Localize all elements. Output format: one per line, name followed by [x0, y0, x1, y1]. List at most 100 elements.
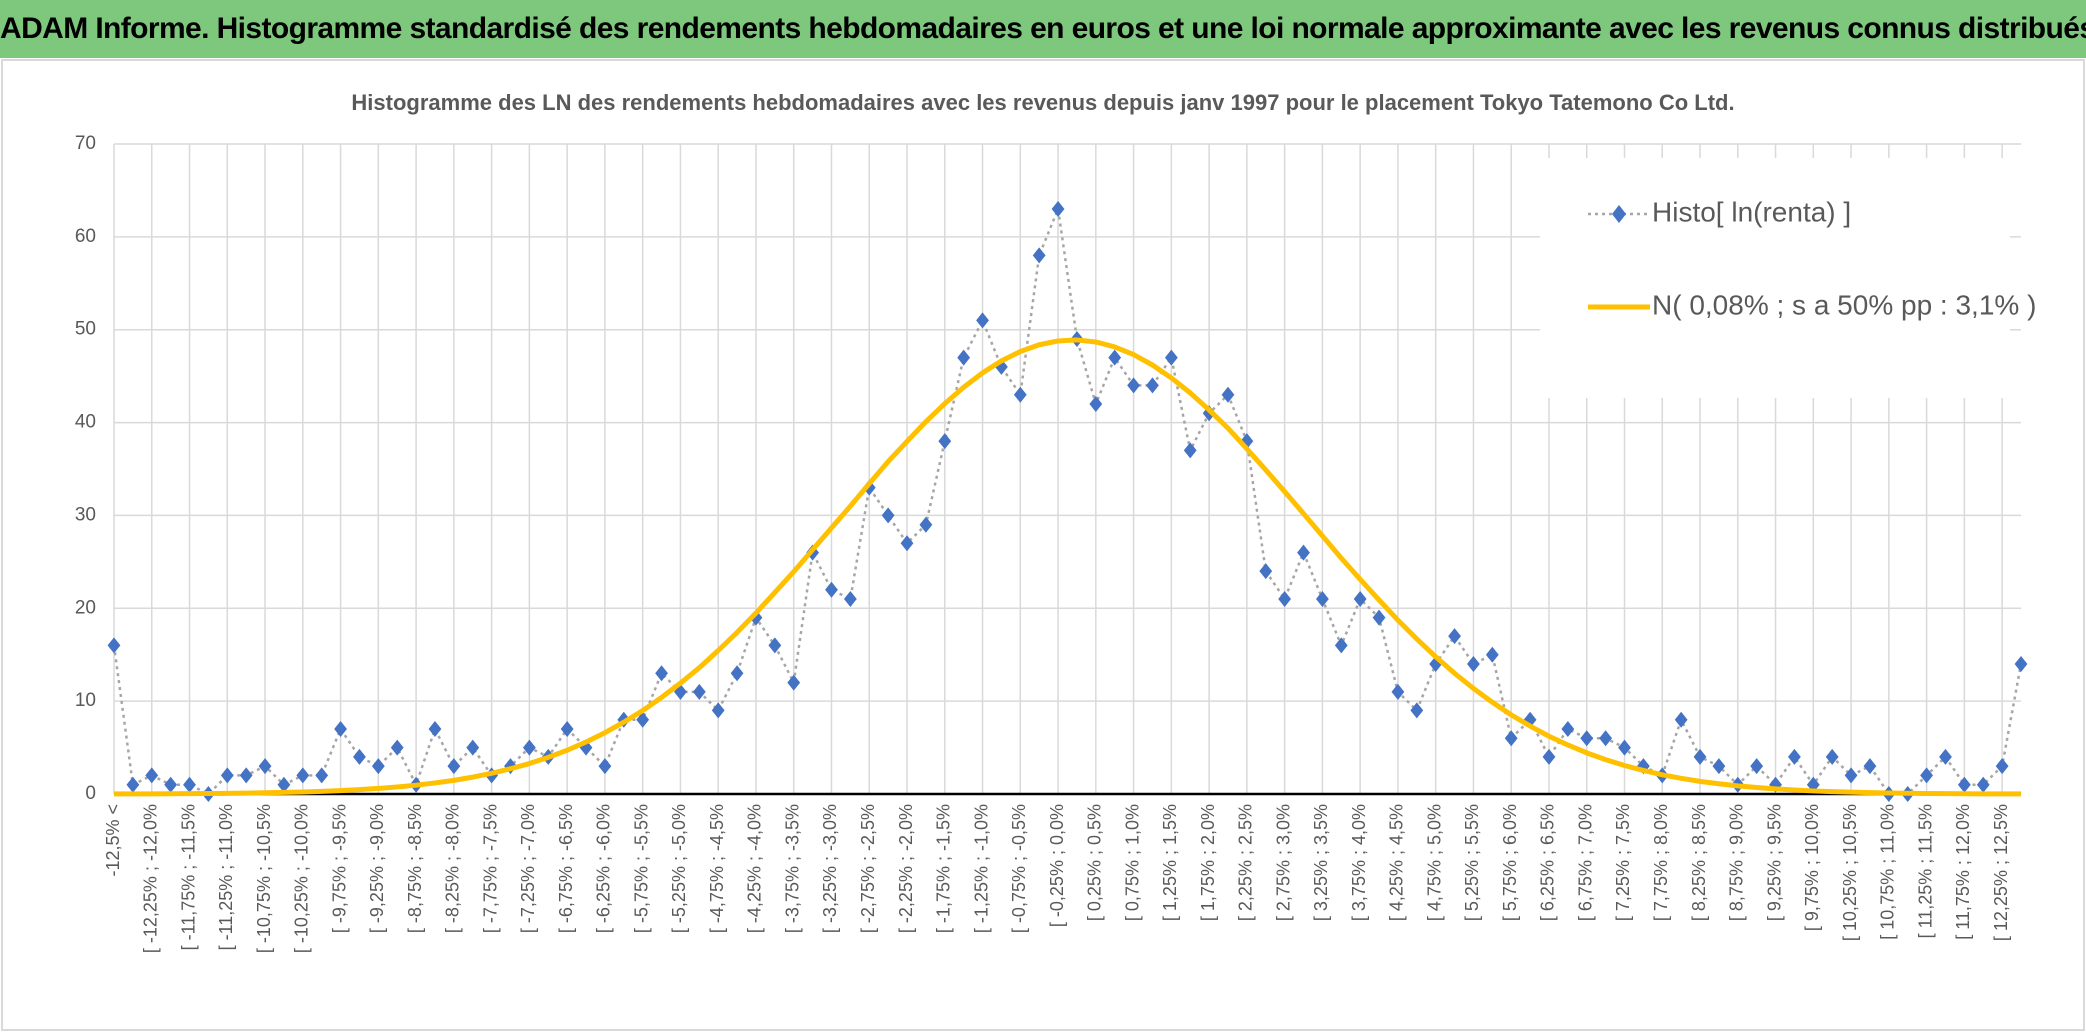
data-marker — [1674, 711, 1688, 728]
legend-label: Histo[ ln(renta) ] — [1652, 196, 1851, 227]
data-marker — [447, 758, 461, 775]
data-marker — [1183, 442, 1197, 459]
x-tick-label: [ 7,25% ; 7,5% — [1613, 804, 1633, 921]
x-tick-label: [ -4,75% ; -4,5% — [707, 804, 727, 933]
data-marker — [768, 637, 782, 654]
data-marker — [1485, 646, 1499, 663]
x-tick-label: [ -3,25% ; -3,0% — [820, 804, 840, 933]
x-tick-label: [ -11,25% ; -11,0% — [216, 804, 236, 950]
data-marker — [1164, 349, 1178, 366]
x-tick-label: [ 0,75% ; 1,0% — [1122, 804, 1142, 921]
x-tick-label: [ 10,25% ; 10,5% — [1840, 804, 1860, 941]
x-tick-label: [ 12,25% ; 12,5% — [1991, 804, 2011, 941]
data-marker — [1750, 758, 1764, 775]
data-marker — [107, 637, 121, 654]
y-tick-label: 0 — [85, 783, 96, 804]
x-tick-label: [ 5,25% ; 5,5% — [1462, 804, 1482, 921]
series-line — [114, 337, 2022, 797]
data-marker — [353, 748, 366, 765]
data-marker — [1315, 591, 1329, 607]
data-marker — [428, 721, 442, 737]
data-marker — [843, 591, 857, 607]
y-tick-label: 30 — [75, 504, 96, 525]
x-tick-label: [ -4,25% ; -4,0% — [745, 804, 765, 933]
data-marker — [692, 683, 706, 700]
header-title: ADAM Informe. Histogramme standardisé de… — [0, 0, 2086, 58]
x-tick-label: [ 5,75% ; 6,0% — [1500, 804, 1520, 921]
x-tick-label: [ -10,75% ; -10,5% — [254, 804, 274, 953]
data-marker — [1297, 544, 1310, 561]
x-tick-label: [ 4,25% ; 4,5% — [1387, 804, 1407, 921]
data-marker — [1542, 748, 1556, 765]
x-tick-label: [ 2,25% ; 2,5% — [1236, 804, 1256, 921]
x-tick-label: [ 8,25% ; 8,5% — [1689, 804, 1709, 921]
x-tick-label: [ 6,25% ; 6,5% — [1538, 804, 1558, 921]
x-tick-label: [ 9,25% ; 9,5% — [1764, 804, 1784, 921]
x-tick-label: [ -0,75% ; -0,5% — [1009, 804, 1029, 933]
data-marker — [1825, 748, 1839, 765]
x-tick-label: [ -9,75% ; -9,5% — [329, 804, 349, 933]
x-tick-label: [ -7,75% ; -7,5% — [480, 804, 500, 933]
data-marker — [1844, 767, 1858, 784]
data-marker — [636, 711, 650, 728]
y-tick-label: 40 — [75, 412, 96, 433]
data-marker — [598, 758, 612, 775]
data-marker — [957, 349, 971, 366]
y-tick-label: 20 — [75, 597, 96, 618]
legend-label: N( 0,08% ; s a 50% pp : 3,1% ) — [1652, 289, 2036, 320]
data-marker — [881, 507, 895, 524]
data-marker — [1599, 730, 1613, 747]
data-marker — [900, 535, 914, 552]
x-tick-label: -12,5% < — [103, 804, 123, 877]
data-marker — [371, 758, 385, 775]
data-marker — [1561, 721, 1575, 737]
y-tick-label: 50 — [75, 319, 96, 340]
data-marker — [919, 516, 933, 533]
data-marker — [296, 767, 310, 784]
data-marker — [277, 776, 291, 793]
data-marker — [1957, 776, 1971, 793]
x-tick-label: [ -1,25% ; -1,0% — [971, 804, 991, 933]
x-tick-label: [ 4,75% ; 5,0% — [1424, 804, 1444, 921]
x-tick-label: [ -5,75% ; -5,5% — [631, 804, 651, 933]
x-tick-label: [ 8,75% ; 9,0% — [1727, 804, 1747, 921]
data-marker — [1259, 563, 1273, 580]
data-marker — [1863, 758, 1877, 775]
y-tick-label: 60 — [75, 226, 96, 247]
x-tick-label: [ -10,25% ; -10,0% — [292, 804, 312, 953]
x-tick-label: [ 3,25% ; 3,5% — [1311, 804, 1331, 921]
x-tick-label: [ -5,25% ; -5,0% — [669, 804, 689, 933]
data-marker — [1939, 748, 1952, 765]
x-tick-label: [ 6,75% ; 7,0% — [1575, 804, 1595, 921]
data-marker — [938, 433, 952, 450]
x-tick-label: [ -9,25% ; -9,0% — [367, 804, 387, 933]
data-marker — [1976, 776, 1990, 793]
data-marker — [1278, 591, 1292, 607]
data-marker — [1127, 377, 1140, 394]
data-marker — [466, 739, 480, 756]
data-marker — [1410, 702, 1424, 719]
x-tick-label: [ -8,25% ; -8,0% — [443, 804, 463, 933]
x-tick-label: [ 10,75% ; 11,0% — [1878, 804, 1898, 940]
legend-box — [1540, 158, 2010, 398]
data-marker — [1580, 730, 1594, 747]
x-tick-label: [ -11,75% ; -11,5% — [178, 804, 198, 950]
y-tick-label: 70 — [75, 133, 96, 154]
data-marker — [1788, 748, 1801, 765]
x-tick-label: [ -7,25% ; -7,0% — [518, 804, 538, 933]
y-tick-label: 10 — [75, 690, 96, 711]
data-marker — [1221, 386, 1235, 403]
legend-marker — [1612, 205, 1626, 223]
x-tick-label: [ 2,75% ; 3,0% — [1273, 804, 1293, 921]
data-marker — [1693, 748, 1707, 765]
x-tick-label: [ 0,25% ; 0,5% — [1085, 804, 1105, 921]
data-marker — [220, 767, 234, 784]
x-tick-label: [ 1,25% ; 1,5% — [1160, 804, 1180, 921]
x-tick-label: [ 9,75% ; 10,0% — [1802, 804, 1822, 931]
chart-title: Histogramme des LN des rendements hebdom… — [351, 90, 1734, 115]
data-marker — [334, 721, 347, 737]
data-marker — [390, 739, 404, 756]
data-marker — [164, 776, 178, 793]
data-marker — [1712, 758, 1726, 775]
